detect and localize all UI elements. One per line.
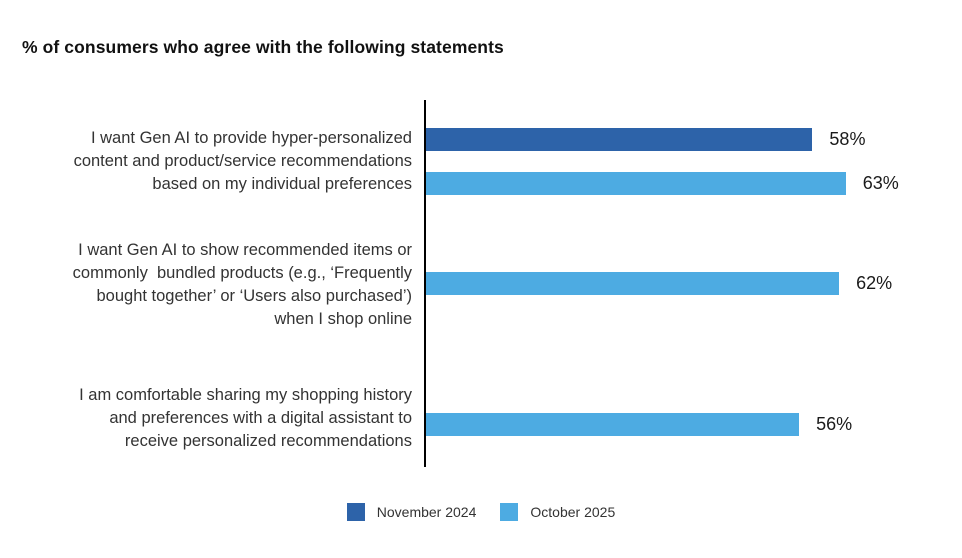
category-label-line: I want Gen AI to show recommended items … (78, 241, 412, 259)
legend-swatch-october-2025 (500, 503, 519, 521)
legend-item-november-2024: November 2024 (346, 503, 477, 521)
category-label-line: content and product/service recommendati… (73, 152, 412, 170)
bar-value-label: 62% (856, 273, 893, 293)
bar-value-label: 58% (829, 129, 866, 149)
category-label-line: commonly bundled products (e.g., ‘Freque… (72, 264, 412, 282)
category-label-line: based on my individual preferences (152, 175, 412, 193)
y-axis-line (424, 100, 426, 467)
bar-value-label: 63% (862, 173, 899, 193)
bar-october-2025 (426, 172, 846, 195)
category-label-line: and preferences with a digital assistant… (109, 409, 412, 427)
category-label-line: bought together’ or ‘Users also purchase… (96, 287, 412, 305)
legend-label-october-2025: October 2025 (530, 504, 616, 520)
category-label: I want Gen AI to provide hyper-personali… (20, 127, 412, 196)
category-label: I want Gen AI to show recommended items … (20, 239, 412, 331)
legend-item-october-2025: October 2025 (500, 503, 615, 521)
category-label-line: I want Gen AI to provide hyper-personali… (90, 129, 412, 147)
bar-october-2025 (426, 413, 800, 436)
legend-label-november-2024: November 2024 (376, 504, 477, 520)
category-label-line: receive personalized recommendations (124, 432, 412, 450)
legend: November 2024 October 2025 (0, 501, 962, 523)
legend-swatch-november-2024 (346, 503, 365, 521)
bar-value-label: 56% (816, 414, 853, 434)
category-label-line: when I shop online (274, 310, 412, 328)
category-label: I am comfortable sharing my shopping his… (20, 384, 412, 453)
chart-title: % of consumers who agree with the follow… (22, 37, 504, 57)
bar-november-2024 (426, 128, 813, 151)
bar-october-2025 (426, 272, 840, 295)
category-label-line: I am comfortable sharing my shopping his… (79, 386, 412, 404)
